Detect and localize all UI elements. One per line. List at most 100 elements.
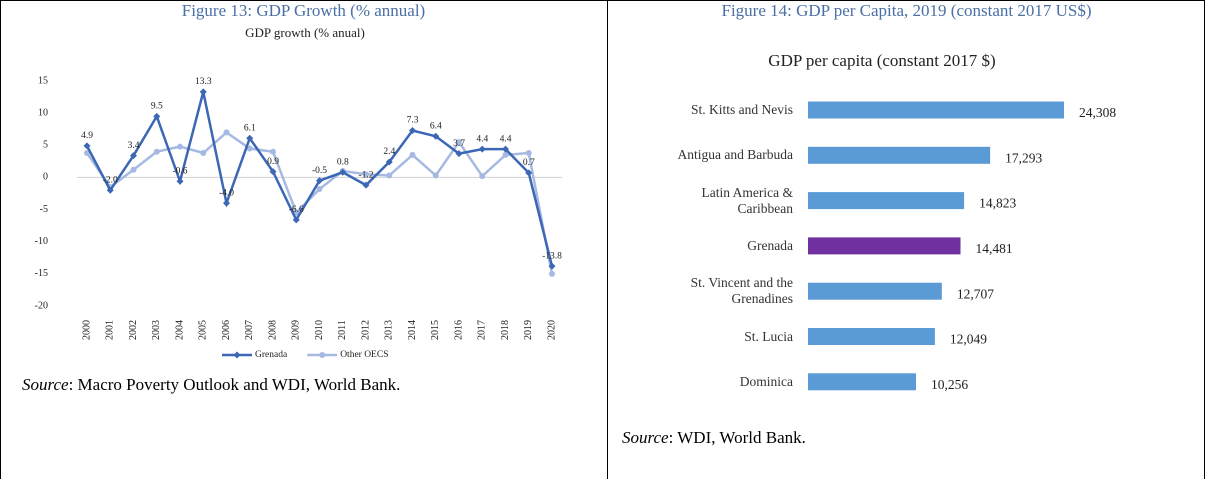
y-tick-label: 15 (38, 75, 48, 86)
point-marker (502, 145, 509, 153)
bar (808, 101, 1064, 119)
bar (808, 192, 965, 210)
y-tick-label: 0 (43, 172, 48, 183)
data-label: -0.5 (312, 166, 327, 176)
x-tick-label: 2001 (105, 320, 116, 340)
data-label: 2.4 (383, 147, 395, 157)
x-tick-label: 2005 (198, 320, 209, 340)
source-note: Source: WDI, World Bank. (622, 428, 806, 448)
data-label: -0.6 (172, 166, 187, 176)
point-marker (270, 148, 276, 155)
point-marker (316, 177, 323, 185)
x-tick-label: 2020 (546, 320, 557, 340)
x-tick-label: 2016 (453, 320, 464, 340)
data-label: 4.4 (500, 134, 512, 144)
x-tick-label: 2003 (151, 320, 162, 340)
y-tick-label: -15 (35, 268, 48, 279)
data-label: 24,308 (1079, 105, 1116, 120)
point-marker (478, 145, 486, 153)
point-marker (199, 88, 207, 96)
data-label: 6.4 (430, 121, 442, 131)
y-tick-label: Antigua and Barbuda (677, 147, 793, 163)
data-label: 0.9 (267, 157, 279, 167)
point-marker (84, 150, 90, 156)
data-label: -1.2 (358, 170, 373, 180)
point-marker (432, 172, 439, 179)
y-tick-label: Grenada (747, 237, 793, 253)
point-marker (106, 186, 114, 194)
legend-marker (233, 351, 241, 359)
y-tick-label: St. Kitts and Nevis (690, 102, 793, 117)
y-tick-label: -10 (35, 236, 48, 247)
bar (808, 146, 991, 164)
point-marker (432, 132, 440, 140)
data-label: 12,049 (950, 332, 987, 347)
point-marker (130, 152, 137, 160)
data-label: 7.3 (407, 116, 419, 126)
legend-label: Other OECS (340, 350, 388, 360)
point-marker (386, 172, 393, 179)
chart-title: GDP growth (% anual) (245, 25, 365, 40)
chart-title: GDP per capita (constant 2017 $) (768, 51, 995, 70)
data-label: -2.0 (103, 175, 118, 185)
data-label: 14,481 (976, 241, 1013, 256)
x-tick-label: 2015 (430, 320, 441, 340)
point-marker (223, 129, 230, 136)
x-tick-label: 2009 (291, 320, 302, 340)
data-label: 4.4 (476, 134, 488, 144)
data-label: 6.1 (244, 123, 256, 133)
data-label: 3.4 (128, 141, 140, 151)
point-marker (363, 171, 369, 178)
point-marker (176, 177, 184, 185)
point-marker (385, 158, 393, 166)
point-marker (83, 142, 91, 150)
figure-caption: Figure 14: GDP per Capita, 2019 (constan… (721, 1, 1092, 20)
y-tick-label: Dominica (739, 373, 793, 389)
legend-label: Grenada (255, 350, 288, 360)
point-marker (409, 151, 416, 158)
point-marker (339, 168, 347, 176)
x-tick-label: 2004 (174, 320, 185, 340)
source-text: : Macro Poverty Outlook and WDI, World B… (68, 375, 401, 394)
data-label: -13.8 (542, 251, 562, 261)
point-marker (455, 150, 463, 158)
point-marker (292, 216, 300, 224)
point-marker (362, 181, 370, 189)
data-label: 13.3 (195, 77, 212, 87)
point-marker (502, 151, 509, 158)
x-tick-label: 2007 (244, 320, 255, 340)
y-tick-label: Latin America & Caribbean (701, 184, 793, 216)
y-tick-label: 10 (38, 107, 48, 118)
x-tick-label: 2010 (314, 320, 325, 340)
data-label: 12,707 (957, 286, 994, 301)
source-label: Source (622, 428, 669, 447)
legend-marker (319, 352, 326, 358)
data-label: 3.7 (453, 139, 465, 149)
point-marker (456, 139, 462, 146)
x-tick-label: 2012 (360, 320, 371, 340)
point-marker (153, 112, 161, 120)
point-marker (153, 148, 160, 155)
data-label: 17,293 (1005, 150, 1042, 165)
point-marker (548, 262, 556, 270)
point-marker (269, 168, 277, 176)
bar (808, 237, 961, 255)
y-tick-label: -20 (35, 300, 48, 311)
bar (808, 282, 942, 300)
x-tick-label: 2013 (384, 320, 395, 340)
figure-caption: Figure 13: GDP Growth (% annual) (181, 1, 426, 20)
y-tick-label: St. Lucia (744, 328, 793, 344)
y-tick-label: St. Vincent and the Grenadines (690, 275, 793, 307)
point-marker (177, 143, 183, 150)
x-tick-label: 2017 (477, 320, 488, 340)
source-label: Source (22, 375, 69, 394)
data-label: 4.9 (81, 131, 93, 141)
point-marker (549, 270, 555, 277)
point-marker (130, 166, 137, 173)
point-marker (316, 186, 323, 192)
x-tick-label: 2014 (407, 320, 418, 340)
bar (808, 373, 917, 391)
bar (808, 328, 935, 345)
